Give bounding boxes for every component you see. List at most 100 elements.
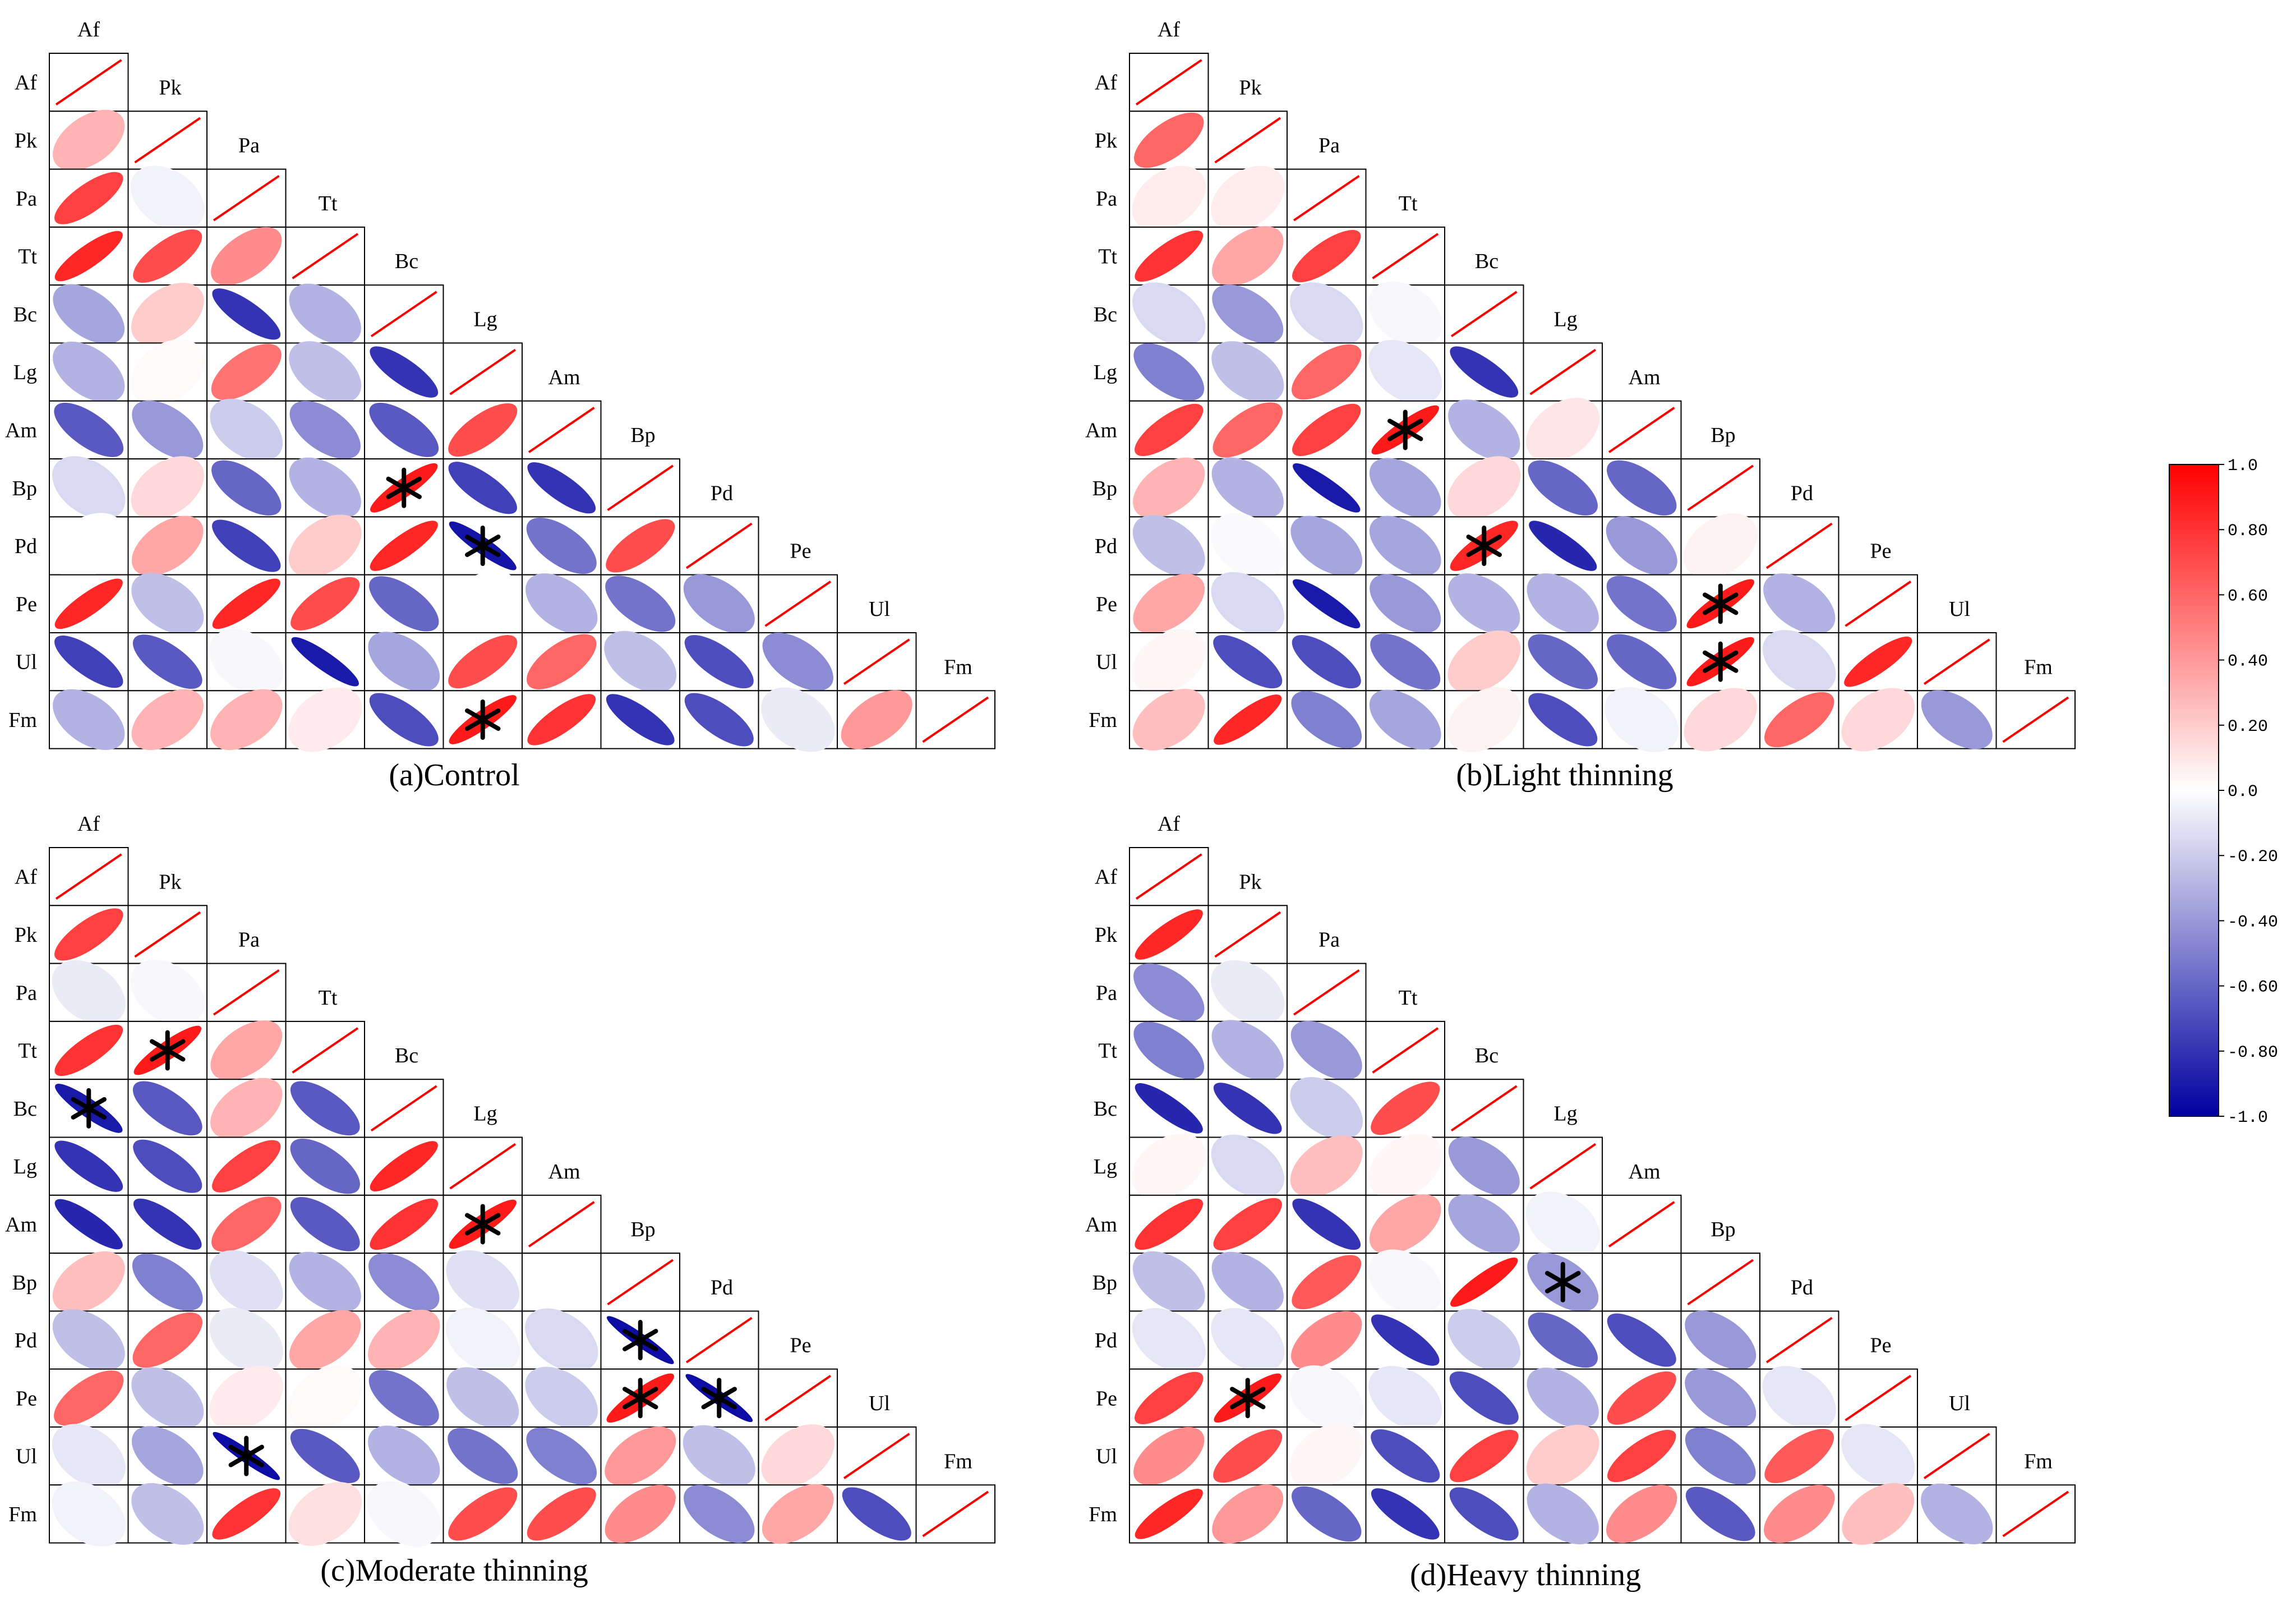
- correlation-ellipse: [527, 462, 596, 514]
- matrix-cell: [127, 905, 208, 964]
- diagonal-line: [134, 117, 201, 164]
- correlation-ellipse: [1371, 1081, 1440, 1135]
- matrix-cell: [1680, 1310, 1760, 1370]
- matrix-cell: [1523, 516, 1603, 576]
- correlation-ellipse: [211, 344, 282, 401]
- correlation-ellipse: [448, 403, 518, 457]
- diagonal-line: [370, 291, 437, 338]
- row-label: Bp: [12, 477, 37, 500]
- matrix-cell: [127, 573, 208, 635]
- matrix-cell: [1129, 226, 1209, 286]
- correlation-ellipse: [133, 1198, 202, 1250]
- matrix-cell: [1523, 1136, 1603, 1196]
- matrix-cell: [1759, 1426, 1839, 1486]
- correlation-ellipse: [288, 1365, 362, 1431]
- matrix-cell: [1602, 1253, 1682, 1312]
- panel-title: (a)Control: [389, 758, 519, 793]
- matrix-cell: [1444, 1426, 1524, 1486]
- matrix-cell: [285, 574, 365, 633]
- matrix-cell: [1129, 53, 1209, 112]
- correlation-ellipse: [52, 960, 126, 1025]
- correlation-ellipse: [1764, 692, 1834, 748]
- matrix-cell: [1129, 1251, 1209, 1313]
- matrix-cell: [1523, 632, 1603, 692]
- significance-star: [465, 699, 501, 740]
- colorbar-tick-label: -1.0: [2228, 1108, 2268, 1127]
- matrix-cell: [1444, 1484, 1524, 1544]
- correlation-ellipse: [1449, 1371, 1519, 1425]
- correlation-ellipse: [1764, 1485, 1835, 1543]
- diagonal-line: [922, 1490, 989, 1538]
- matrix-cell: [679, 516, 759, 576]
- matrix-cell: [1838, 632, 1918, 692]
- correlation-ellipse: [132, 1081, 202, 1136]
- column-label: Fm: [944, 655, 972, 679]
- row-label: Tt: [1098, 245, 1117, 269]
- diagonal-line: [292, 1027, 359, 1074]
- matrix-cell: [837, 690, 917, 749]
- correlation-ellipse: [132, 1253, 203, 1311]
- row-label: Af: [15, 866, 37, 889]
- matrix-cell: [1523, 1253, 1603, 1312]
- row-label: Pa: [16, 187, 37, 210]
- colorbar-tick-label: -0.20: [2228, 848, 2278, 867]
- matrix-cell: [49, 689, 129, 751]
- correlation-ellipse: [53, 284, 125, 344]
- correlation-ellipse: [445, 570, 520, 637]
- correlation-ellipse: [1134, 112, 1204, 168]
- correlation-ellipse: [52, 1424, 126, 1488]
- correlation-ellipse: [1683, 513, 1758, 578]
- matrix-cell: [1129, 1020, 1209, 1080]
- matrix-cell: [1523, 1368, 1603, 1429]
- correlation-ellipse: [52, 1251, 125, 1313]
- matrix-cell: [206, 342, 287, 402]
- matrix-cell: [49, 1194, 129, 1254]
- correlation-ellipse: [1135, 1371, 1204, 1424]
- matrix-cell: [522, 1253, 602, 1312]
- row-label: Fm: [1089, 1503, 1117, 1526]
- matrix-cell: [1917, 1483, 1997, 1545]
- diagonal-line: [1450, 1085, 1518, 1132]
- correlation-ellipse: [130, 960, 205, 1025]
- panel-1: Af Af Pk Pk Pa Pa Tt Tt Bc Bc Lg Lg Am Am Bp Bp Pd Pd Pe Pe…: [5, 18, 995, 793]
- matrix-cell: [1602, 632, 1682, 692]
- matrix-cell: [364, 342, 444, 402]
- colorbar-tick-label: -0.80: [2228, 1043, 2278, 1062]
- matrix-cell: [1523, 458, 1603, 518]
- diagonal-line: [1214, 911, 1281, 958]
- matrix-cell: [442, 458, 523, 518]
- matrix-cell: [1602, 516, 1682, 576]
- matrix-cell: [49, 341, 129, 403]
- matrix-cell: [1759, 1484, 1839, 1544]
- matrix-cell: [1602, 1426, 1682, 1486]
- matrix-cell: [1523, 1310, 1603, 1370]
- correlation-ellipse: [1841, 688, 1915, 752]
- matrix-cell: [1287, 963, 1367, 1022]
- matrix-cell: [837, 1426, 917, 1486]
- row-label: Pd: [1095, 535, 1117, 558]
- matrix-cell: [442, 400, 523, 460]
- matrix-cell: [1365, 400, 1445, 460]
- matrix-cell: [758, 687, 838, 752]
- matrix-cell: [1995, 690, 2076, 749]
- diagonal-line: [1923, 638, 1990, 685]
- matrix-cell: [522, 690, 602, 749]
- row-label: Lg: [1094, 1155, 1117, 1179]
- correlation-ellipse: [131, 689, 204, 751]
- matrix-cell: [1129, 1308, 1209, 1373]
- row-label: Lg: [13, 361, 37, 384]
- matrix-cell: [1207, 1134, 1288, 1198]
- correlation-ellipse: [1607, 1313, 1676, 1367]
- diagonal-line: [607, 1259, 674, 1306]
- correlation-ellipse: [762, 632, 833, 691]
- row-label: Bp: [1092, 1271, 1117, 1295]
- matrix-cell: [49, 905, 129, 964]
- correlation-ellipse: [212, 288, 281, 340]
- correlation-ellipse: [1685, 1310, 1756, 1370]
- matrix-cell: [522, 1366, 602, 1430]
- matrix-cell: [1365, 226, 1445, 286]
- matrix-cell: [285, 1365, 365, 1431]
- matrix-cell: [49, 226, 129, 286]
- correlation-ellipse: [288, 1482, 362, 1546]
- matrix-cell: [1365, 689, 1445, 750]
